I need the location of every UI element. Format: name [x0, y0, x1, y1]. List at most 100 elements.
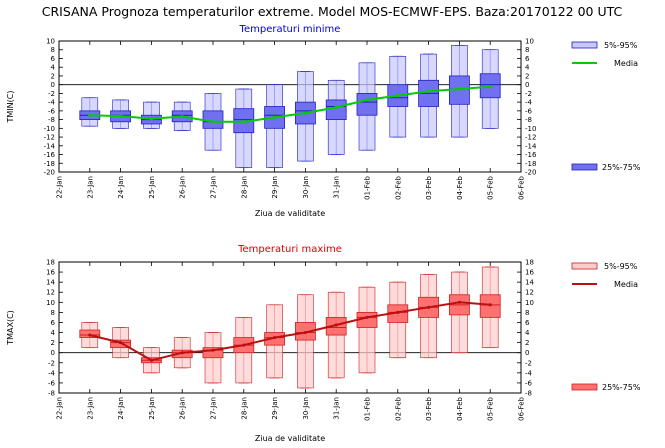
- y-tick-label-right: 0: [525, 81, 529, 89]
- y-tick-label-right: -18: [525, 160, 536, 168]
- x-tick-label: 22-Jan: [56, 176, 64, 199]
- legend-label-75: 25%-75%: [602, 163, 641, 172]
- y-tick-label-right: -16: [525, 151, 537, 159]
- box-31-Jan: [325, 291, 347, 379]
- box-30-Jan: [294, 294, 316, 389]
- y-tick-label-right: 10: [525, 38, 534, 46]
- mean-point: [119, 114, 123, 118]
- y-tick-label-left: 16: [46, 269, 55, 277]
- x-tick-label: 29-Jan: [271, 176, 279, 199]
- x-tick-label: 26-Jan: [179, 176, 187, 199]
- y-tick-label-left: 8: [51, 309, 55, 317]
- legend-label-mean: Media: [614, 280, 638, 289]
- box-04-Feb: [448, 271, 470, 354]
- x-tick-label: 28-Jan: [240, 176, 248, 199]
- x-tick-label: 04-Feb: [456, 175, 464, 199]
- range-75-box: [356, 93, 378, 116]
- y-axis-label: TMIN(C): [6, 91, 15, 124]
- mean-point: [242, 343, 246, 347]
- y-tick-label-left: 6: [51, 319, 56, 327]
- mean-point: [427, 305, 431, 309]
- y-tick-label-right: 4: [525, 64, 530, 72]
- mean-point: [334, 323, 338, 327]
- y-tick-label-left: 12: [46, 289, 55, 297]
- y-tick-label-right: 16: [525, 269, 534, 277]
- range-95-box: [297, 294, 314, 389]
- y-tick-label-left: -14: [44, 142, 56, 150]
- box-29-Jan: [264, 84, 286, 169]
- box-05-Feb: [479, 49, 501, 129]
- mean-line: [89, 85, 491, 123]
- y-tick-label-right: -2: [525, 90, 532, 98]
- x-tick-label: 03-Feb: [425, 396, 433, 420]
- y-tick-label-left: 2: [51, 339, 55, 347]
- mean-point: [180, 351, 184, 355]
- mean-point: [365, 315, 369, 320]
- x-tick-label: 05-Feb: [487, 396, 495, 420]
- x-tick-label: 06-Feb: [518, 396, 526, 420]
- legend-swatch-95: [571, 41, 598, 49]
- y-tick-label-left: 14: [46, 279, 55, 287]
- box-30-Jan: [294, 71, 316, 162]
- x-tick-label: 27-Jan: [210, 176, 218, 199]
- y-tick-label-left: -2: [48, 90, 55, 98]
- mean-point: [488, 85, 492, 89]
- mean-point: [365, 98, 369, 102]
- y-tick-label-left: 18: [46, 259, 55, 267]
- legend-swatch-75: [571, 163, 598, 171]
- legend-label-mean: Media: [614, 59, 638, 68]
- y-tick-label-left: 4: [51, 329, 56, 337]
- y-tick-label-right: 8: [525, 309, 529, 317]
- x-tick-label: 25-Jan: [148, 397, 156, 420]
- panel-tmax: Temperaturi maxime 18 18 16 16 14 14 12 12 10 10 8 8…: [6, 244, 641, 443]
- y-tick-label-right: 18: [525, 259, 534, 267]
- x-tick-label: 01-Feb: [364, 396, 372, 420]
- y-tick-label-right: -8: [525, 390, 532, 398]
- y-tick-label-right: 8: [525, 46, 529, 54]
- x-tick-label: 27-Jan: [210, 397, 218, 420]
- y-tick-label-right: 2: [525, 339, 529, 347]
- legend-swatch-95: [571, 262, 598, 270]
- mean-point: [88, 113, 92, 117]
- range-95-box: [358, 286, 376, 374]
- x-tick-label: 04-Feb: [456, 396, 464, 420]
- x-tick-label: 26-Jan: [179, 397, 187, 420]
- mean-point: [211, 120, 215, 124]
- mean-line: [89, 301, 491, 362]
- y-tick-label-right: -2: [525, 359, 532, 367]
- mean-point: [457, 87, 461, 91]
- x-tick-label: 30-Jan: [302, 176, 310, 199]
- y-tick-label-right: -8: [525, 116, 532, 124]
- y-tick-label-right: -4: [525, 369, 533, 377]
- legend-swatch-75: [571, 383, 598, 391]
- mean-point: [242, 120, 246, 124]
- plot-frame: [58, 40, 522, 173]
- x-tick-label: 24-Jan: [117, 397, 125, 420]
- x-tick-label: 01-Feb: [364, 175, 372, 199]
- x-tick-label: 31-Jan: [333, 176, 341, 199]
- y-tick-label-right: -6: [525, 107, 533, 115]
- mean-point: [149, 358, 153, 362]
- box-29-Jan: [264, 304, 286, 379]
- y-tick-label-right: -20: [525, 169, 536, 177]
- y-tick-label-right: 6: [525, 319, 530, 327]
- box-28-Jan: [233, 317, 255, 384]
- main-title: CRISANA Prognoza temperaturilor extreme.…: [42, 4, 623, 19]
- y-tick-label-right: 2: [525, 72, 529, 80]
- y-tick-label-right: -12: [525, 134, 536, 142]
- y-tick-label-right: 0: [525, 349, 529, 357]
- y-tick-label-left: -4: [48, 369, 56, 377]
- x-tick-label: 29-Jan: [271, 397, 279, 420]
- x-tick-label: 28-Jan: [240, 397, 248, 420]
- box-02-Feb: [387, 281, 409, 359]
- y-tick-label-left: -18: [44, 160, 55, 168]
- box-27-Jan: [202, 332, 224, 384]
- x-tick-label: 30-Jan: [302, 397, 310, 420]
- y-tick-label-left: 0: [51, 349, 55, 357]
- subplot-title: Temperaturi minime: [239, 24, 341, 35]
- box-05-Feb: [479, 266, 501, 349]
- plot-frame: [58, 261, 522, 394]
- x-tick-label: 31-Jan: [333, 397, 341, 420]
